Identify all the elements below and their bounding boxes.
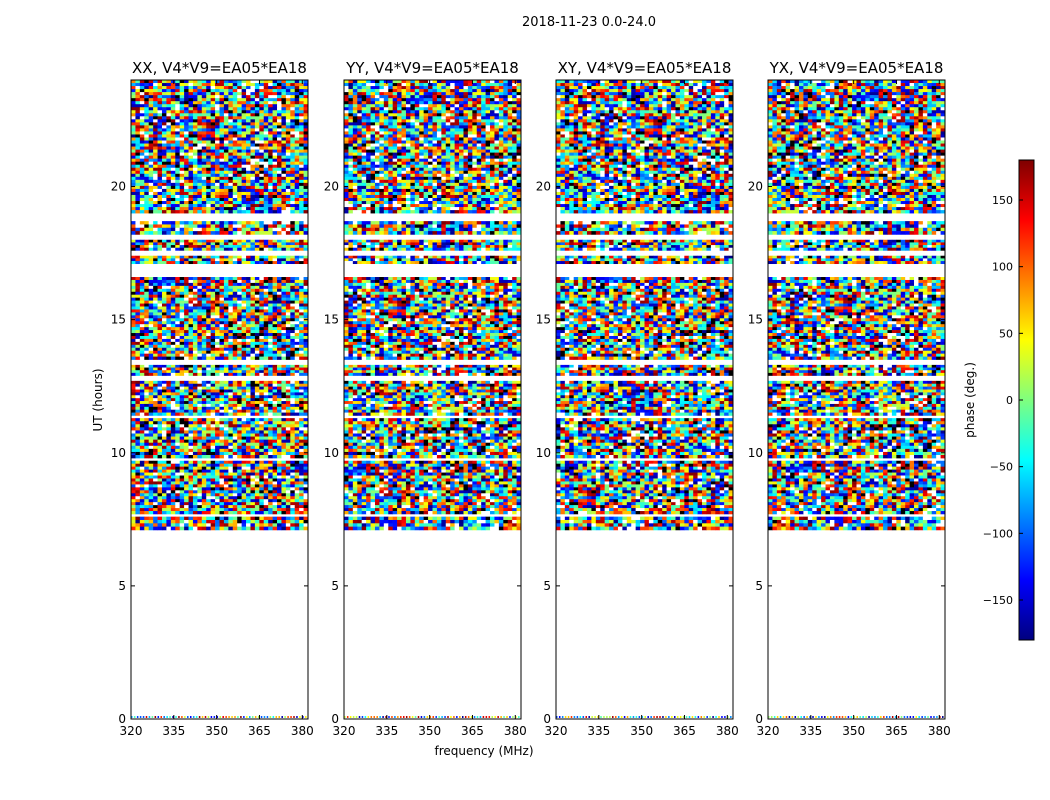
y-tick-label: 20 bbox=[748, 180, 763, 194]
y-tick-label: 20 bbox=[324, 180, 339, 194]
plot-frame bbox=[555, 79, 734, 720]
y-tick-label: 10 bbox=[111, 446, 126, 460]
panel-xx: XX, V4*V9=EA05*EA18 320 335 350 365 380 0 5 10 15… bbox=[111, 59, 314, 738]
x-tick-label: 350 bbox=[842, 724, 865, 738]
phase-heatmap bbox=[131, 80, 308, 718]
x-tick-label: 320 bbox=[757, 724, 780, 738]
plot-frame bbox=[130, 79, 309, 720]
panel-yx: YX, V4*V9=EA05*EA18 320 335 350 365 380 0 5 10 15… bbox=[748, 59, 951, 738]
y-tick-label: 0 bbox=[331, 712, 339, 726]
colorbar: 150 100 50 0 −50 −100 −150 bbox=[983, 159, 1035, 641]
colorbar-tick-label: 0 bbox=[1006, 394, 1013, 407]
panel-title: XY, V4*V9=EA05*EA18 bbox=[558, 59, 732, 77]
panel-xy: XY, V4*V9=EA05*EA18 320 335 350 365 380 0 5 10 15… bbox=[536, 59, 739, 738]
y-tick-label: 15 bbox=[324, 313, 339, 327]
plot-frame bbox=[767, 79, 946, 720]
y-tick-label: 10 bbox=[324, 446, 339, 460]
x-tick-label: 380 bbox=[928, 724, 951, 738]
y-axis-label: UT (hours) bbox=[91, 368, 105, 431]
y-tick-label: 0 bbox=[118, 712, 126, 726]
colorbar-label: phase (deg.) bbox=[963, 362, 977, 438]
x-axis-label: frequency (MHz) bbox=[434, 744, 533, 758]
y-tick-label: 0 bbox=[543, 712, 551, 726]
panel-title: YY, V4*V9=EA05*EA18 bbox=[345, 59, 519, 77]
colorbar-tick-label: −50 bbox=[990, 461, 1013, 474]
colorbar-tick-label: 100 bbox=[992, 261, 1013, 274]
y-tick-label: 15 bbox=[748, 313, 763, 327]
y-tick-label: 5 bbox=[755, 579, 763, 593]
x-tick-label: 365 bbox=[673, 724, 696, 738]
panel-title: XX, V4*V9=EA05*EA18 bbox=[132, 59, 307, 77]
y-tick-label: 5 bbox=[118, 579, 126, 593]
y-tick-label: 15 bbox=[111, 313, 126, 327]
x-tick-label: 350 bbox=[205, 724, 228, 738]
y-tick-label: 5 bbox=[331, 579, 339, 593]
y-tick-label: 0 bbox=[755, 712, 763, 726]
y-tick-label: 5 bbox=[543, 579, 551, 593]
x-tick-label: 380 bbox=[716, 724, 739, 738]
x-tick-label: 335 bbox=[162, 724, 185, 738]
colorbar-tick-label: −100 bbox=[983, 527, 1013, 540]
x-tick-label: 320 bbox=[333, 724, 356, 738]
figure-suptitle: 2018-11-23 0.0-24.0 bbox=[522, 15, 656, 30]
x-tick-label: 335 bbox=[799, 724, 822, 738]
phase-heatmap bbox=[556, 80, 733, 718]
y-tick-label: 20 bbox=[536, 180, 551, 194]
x-tick-label: 365 bbox=[248, 724, 271, 738]
colorbar-tick-label: 150 bbox=[992, 194, 1013, 207]
y-tick-label: 10 bbox=[748, 446, 763, 460]
phase-heatmap bbox=[344, 80, 521, 718]
x-tick-label: 380 bbox=[504, 724, 527, 738]
plot-frame bbox=[343, 79, 522, 720]
y-tick-label: 20 bbox=[111, 180, 126, 194]
panel-title: YX, V4*V9=EA05*EA18 bbox=[769, 59, 944, 77]
x-tick-label: 365 bbox=[885, 724, 908, 738]
x-tick-label: 380 bbox=[291, 724, 314, 738]
x-tick-label: 350 bbox=[630, 724, 653, 738]
colorbar-tick-label: 50 bbox=[999, 327, 1013, 340]
x-tick-label: 350 bbox=[418, 724, 441, 738]
x-tick-label: 320 bbox=[120, 724, 143, 738]
x-tick-label: 365 bbox=[461, 724, 484, 738]
x-tick-label: 335 bbox=[587, 724, 610, 738]
panels: XX, V4*V9=EA05*EA18 320 335 350 365 380 0 5 10 15… bbox=[111, 59, 951, 738]
phase-heatmap bbox=[768, 80, 945, 718]
x-tick-label: 320 bbox=[545, 724, 568, 738]
panel-yy: YY, V4*V9=EA05*EA18 320 335 350 365 380 0 5 10 15… bbox=[324, 59, 527, 738]
y-tick-label: 15 bbox=[536, 313, 551, 327]
colorbar-tick-label: −150 bbox=[983, 594, 1013, 607]
x-tick-label: 335 bbox=[375, 724, 398, 738]
y-tick-label: 10 bbox=[536, 446, 551, 460]
